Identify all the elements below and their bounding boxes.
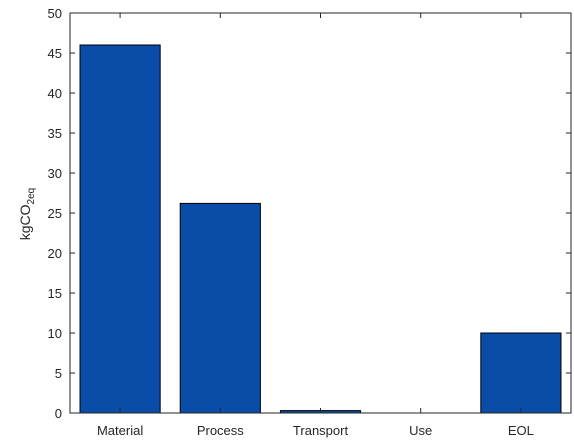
y-axis-label-main: kgCO — [17, 204, 33, 240]
y-ticks-group: 0 5 10 15 20 25 30 35 40 45 50 — [48, 6, 571, 421]
y-tick-label: 0 — [55, 406, 62, 421]
x-tick-label-eol: EOL — [508, 423, 534, 438]
y-tick-label: 20 — [48, 246, 62, 261]
x-ticks-group: Material Process Transport Use EOL — [97, 13, 534, 438]
y-tick-label: 5 — [55, 366, 62, 381]
bar-eol — [480, 332, 562, 414]
x-tick-label-material: Material — [97, 423, 143, 438]
bars-group — [79, 44, 562, 414]
y-tick-label: 15 — [48, 286, 62, 301]
y-tick-label: 40 — [48, 86, 62, 101]
y-axis-label-sub: 2eq — [26, 188, 37, 205]
y-tick-label: 50 — [48, 6, 62, 21]
bar-material — [79, 44, 161, 414]
y-tick-label: 35 — [48, 126, 62, 141]
x-tick-label-use: Use — [409, 423, 432, 438]
y-tick-label: 10 — [48, 326, 62, 341]
y-tick-label: 45 — [48, 46, 62, 61]
y-axis-label: kgCO2eq — [17, 188, 37, 240]
x-tick-label-process: Process — [197, 423, 244, 438]
bar-process — [179, 202, 261, 414]
y-tick-label: 25 — [48, 206, 62, 221]
y-tick-label: 30 — [48, 166, 62, 181]
x-tick-label-transport: Transport — [293, 423, 349, 438]
